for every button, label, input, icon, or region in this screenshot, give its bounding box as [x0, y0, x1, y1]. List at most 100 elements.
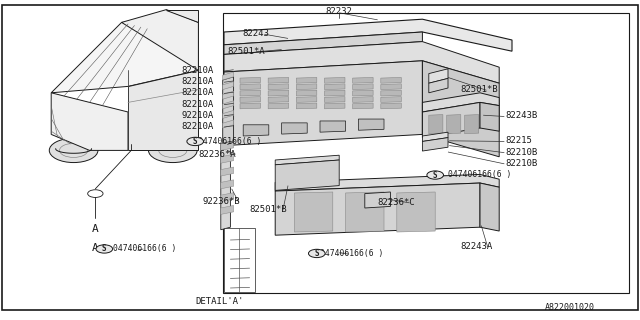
Text: 82215: 82215 — [506, 136, 532, 145]
Polygon shape — [223, 120, 234, 128]
Polygon shape — [221, 154, 234, 163]
Text: S: S — [102, 244, 107, 253]
Polygon shape — [240, 90, 260, 96]
Polygon shape — [324, 97, 345, 102]
Text: 82232: 82232 — [326, 7, 353, 16]
Text: DETAIL'A': DETAIL'A' — [195, 297, 244, 306]
Polygon shape — [365, 192, 390, 208]
Text: 82236*A: 82236*A — [198, 150, 236, 159]
Polygon shape — [221, 193, 234, 202]
Polygon shape — [221, 180, 234, 189]
Polygon shape — [296, 84, 317, 90]
Polygon shape — [223, 110, 234, 118]
Text: 82501*A: 82501*A — [228, 47, 266, 56]
Polygon shape — [221, 141, 234, 150]
Polygon shape — [465, 115, 479, 134]
Text: 82501*B: 82501*B — [250, 205, 287, 214]
Text: S: S — [314, 249, 319, 258]
Polygon shape — [240, 77, 260, 83]
Polygon shape — [240, 103, 260, 109]
Polygon shape — [353, 90, 373, 96]
Polygon shape — [268, 103, 289, 109]
Polygon shape — [294, 192, 333, 232]
Text: 047406166(6 ): 047406166(6 ) — [198, 137, 262, 146]
Polygon shape — [224, 19, 512, 51]
Polygon shape — [429, 69, 448, 83]
Polygon shape — [397, 192, 435, 232]
Polygon shape — [324, 103, 345, 109]
Text: 92210A: 92210A — [182, 111, 214, 120]
Polygon shape — [223, 77, 234, 146]
Polygon shape — [346, 192, 384, 232]
Polygon shape — [320, 121, 346, 132]
Polygon shape — [243, 125, 269, 136]
Polygon shape — [358, 119, 384, 130]
Polygon shape — [223, 91, 234, 99]
Text: 047406166(6 ): 047406166(6 ) — [320, 249, 383, 258]
Polygon shape — [275, 183, 480, 235]
Text: 82243: 82243 — [242, 29, 269, 38]
Text: S: S — [193, 137, 198, 146]
Polygon shape — [422, 102, 480, 138]
Text: 82243A: 82243A — [461, 242, 493, 251]
Bar — [224, 228, 255, 292]
Text: A: A — [92, 224, 99, 234]
Circle shape — [427, 171, 444, 179]
Polygon shape — [296, 97, 317, 102]
Text: 82236*C: 82236*C — [378, 198, 415, 207]
Polygon shape — [429, 78, 448, 93]
Polygon shape — [353, 84, 373, 90]
Text: 82210A: 82210A — [182, 100, 214, 108]
Polygon shape — [324, 90, 345, 96]
Text: A: A — [92, 243, 99, 253]
Bar — [223, 13, 629, 293]
Polygon shape — [122, 10, 198, 70]
Polygon shape — [128, 70, 198, 150]
Polygon shape — [296, 77, 317, 83]
Polygon shape — [324, 77, 345, 83]
Polygon shape — [240, 84, 260, 90]
Polygon shape — [422, 93, 499, 112]
Text: A822001020: A822001020 — [545, 303, 595, 312]
Polygon shape — [166, 10, 198, 22]
Polygon shape — [268, 97, 289, 102]
Polygon shape — [353, 97, 373, 102]
Polygon shape — [275, 160, 339, 190]
Polygon shape — [240, 97, 260, 102]
Circle shape — [49, 138, 98, 163]
Polygon shape — [381, 84, 401, 90]
Polygon shape — [422, 138, 448, 151]
Polygon shape — [480, 183, 499, 231]
Polygon shape — [282, 123, 307, 134]
Polygon shape — [221, 205, 234, 214]
Circle shape — [148, 138, 197, 163]
Polygon shape — [221, 167, 234, 176]
Text: 82210A: 82210A — [182, 122, 214, 131]
Text: 047406166(6 ): 047406166(6 ) — [448, 170, 511, 179]
Polygon shape — [224, 42, 499, 83]
Polygon shape — [296, 103, 317, 109]
Polygon shape — [224, 32, 422, 54]
Polygon shape — [422, 132, 448, 141]
Polygon shape — [275, 174, 499, 191]
Polygon shape — [223, 101, 234, 109]
Polygon shape — [381, 103, 401, 109]
Polygon shape — [381, 77, 401, 83]
Polygon shape — [447, 115, 461, 134]
Polygon shape — [353, 103, 373, 109]
Polygon shape — [224, 61, 422, 146]
Polygon shape — [223, 82, 234, 90]
Polygon shape — [353, 77, 373, 83]
Polygon shape — [268, 77, 289, 83]
Polygon shape — [324, 84, 345, 90]
Text: 82210A: 82210A — [182, 88, 214, 97]
Polygon shape — [480, 102, 499, 131]
Polygon shape — [268, 90, 289, 96]
Polygon shape — [381, 97, 401, 102]
Text: 82210A: 82210A — [182, 66, 214, 75]
Polygon shape — [296, 90, 317, 96]
Circle shape — [308, 249, 325, 258]
Polygon shape — [223, 72, 234, 80]
Polygon shape — [51, 93, 128, 150]
Text: 82210B: 82210B — [506, 159, 538, 168]
